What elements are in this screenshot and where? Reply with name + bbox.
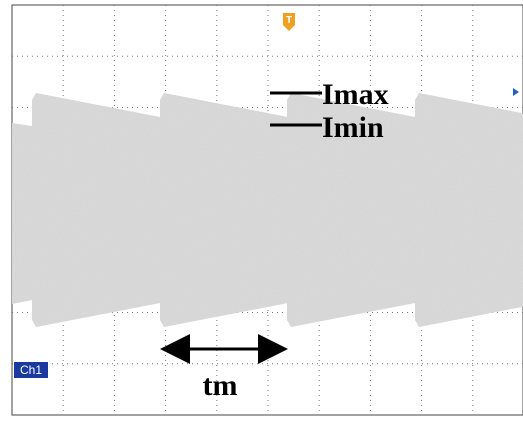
burst: [12, 123, 32, 304]
imin-label: Imin: [322, 111, 384, 144]
burst: [32, 93, 160, 327]
scope-screen: T Ch1 Imax Imin tm: [0, 0, 523, 421]
waveform: [12, 93, 523, 327]
channel-label: Ch1: [20, 363, 42, 377]
imax-label: Imax: [322, 78, 389, 111]
trigger-label: T: [286, 15, 292, 26]
burst: [415, 93, 523, 327]
page: T Ch1 Imax Imin tm (() => { const data =…: [0, 0, 523, 421]
tm-label: tm: [203, 369, 238, 402]
burst: [160, 93, 288, 327]
